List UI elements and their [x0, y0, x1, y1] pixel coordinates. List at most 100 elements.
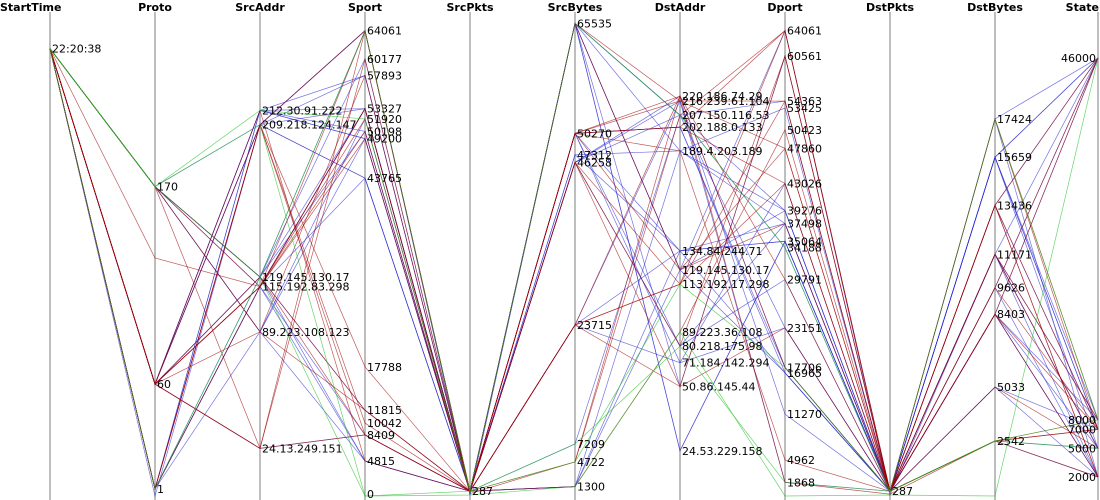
axis-title-srcbytes: SrcBytes — [548, 1, 603, 14]
tick-label-dstaddr: 50.86.145.44 — [682, 381, 755, 394]
tick-label-sport: 0 — [367, 488, 374, 500]
tick-label-dstbytes: 15659 — [997, 151, 1032, 164]
tick-label-srcbytes: 47312 — [577, 149, 612, 162]
tick-label-dstpkts: 287 — [892, 485, 913, 498]
flow-line-benign — [49, 23, 1099, 493]
flow-line-benign — [49, 22, 1099, 493]
polylines-layer — [49, 22, 1099, 498]
flow-line-benign — [49, 29, 1099, 493]
tick-label-dstaddr: 119.145.130.17 — [682, 264, 769, 277]
tick-label-sport: 64061 — [367, 25, 402, 38]
tick-label-dstbytes: 9626 — [997, 282, 1025, 295]
flow-line-malicious — [49, 48, 1099, 492]
flow-line-malicious — [49, 48, 1099, 495]
tick-label-dport: 4962 — [787, 454, 815, 467]
flow-line-benign — [49, 48, 1099, 493]
tick-label-dport: 23151 — [787, 322, 822, 335]
tick-label-dport: 37498 — [787, 218, 822, 231]
flow-line-malicious — [49, 48, 1099, 492]
tick-label-srcaddr: 209.218.124.147 — [262, 119, 356, 132]
tick-label-dport: 64061 — [787, 25, 822, 38]
flow-line-benign — [49, 22, 1099, 492]
flow-line-malicious — [49, 22, 1099, 493]
tick-label-sport: 10042 — [367, 417, 402, 430]
tick-label-sport: 50198 — [367, 125, 402, 138]
tick-label-dport: 29791 — [787, 274, 822, 287]
flow-line-malicious — [49, 30, 1099, 492]
flow-line-malicious — [49, 30, 1099, 493]
tick-label-sport: 51920 — [367, 113, 402, 126]
tick-label-dstbytes: 17424 — [997, 113, 1032, 126]
flow-line-benign — [49, 22, 1099, 492]
axis-title-sport: Sport — [348, 1, 382, 14]
flow-line-malicious — [49, 48, 1099, 493]
flow-line-other — [49, 48, 1099, 497]
tick-label-srcbytes: 7209 — [577, 438, 605, 451]
flow-line-benign — [49, 48, 1099, 493]
axes-layer — [49, 12, 1099, 500]
axis-title-dstaddr: DstAddr — [655, 1, 706, 14]
flow-line-benign — [49, 48, 1099, 493]
tick-label-dstaddr: 89.223.36.108 — [682, 326, 762, 339]
tick-label-sport: 53327 — [367, 103, 402, 116]
tick-label-sport: 43765 — [367, 172, 402, 185]
flow-line-malicious — [49, 48, 1099, 493]
axis-title-dstbytes: DstBytes — [967, 1, 1023, 14]
flow-line-other — [49, 48, 1099, 492]
tick-label-srcaddr: 24.13.249.151 — [262, 442, 342, 455]
tick-label-dport: 50423 — [787, 124, 822, 137]
axis-title-state: State — [1066, 1, 1099, 14]
flow-line-benign — [49, 48, 1099, 493]
tick-label-proto: 1 — [157, 483, 164, 496]
tick-label-dstbytes: 8403 — [997, 308, 1025, 321]
tick-label-srcaddr: 89.223.108.123 — [262, 326, 349, 339]
tick-label-srcbytes: 1300 — [577, 481, 605, 494]
tick-label-dstaddr: 216.239.61.104 — [682, 95, 769, 108]
tick-label-sport: 49200 — [367, 133, 402, 146]
tick-label-proto: 170 — [157, 181, 178, 194]
flow-line-benign — [49, 48, 1099, 493]
axis-titles-layer: StartTime Proto SrcAddr Sport SrcPkts SrcByte… — [0, 1, 1099, 14]
tick-label-srcbytes: 50270 — [577, 127, 612, 140]
tick-label-dstaddr: 220.186.74.29 — [682, 90, 762, 103]
tick-label-dport: 16965 — [787, 367, 822, 380]
flow-line-other — [49, 22, 1099, 497]
tick-label-srcbytes: 65535 — [577, 17, 612, 30]
tick-label-dstaddr: 134.84.244.71 — [682, 245, 762, 258]
tick-label-dstbytes: 13436 — [997, 199, 1032, 212]
tick-label-dport: 54363 — [787, 95, 822, 108]
tick-label-srcaddr: 115.192.83.298 — [262, 281, 349, 294]
axis-title-dstpkts: DstPkts — [866, 1, 915, 14]
flow-line-benign — [49, 48, 1099, 493]
flow-line-benign — [49, 23, 1099, 493]
flow-line-malicious — [49, 48, 1099, 492]
tick-label-dport: 17706 — [787, 361, 822, 374]
tick-label-srcaddr: 212.30.91.222 — [262, 104, 342, 117]
flow-line-malicious — [49, 29, 1099, 493]
axis-title-srcpkts: SrcPkts — [446, 1, 494, 14]
tick-label-dport: 1868 — [787, 476, 815, 489]
tick-label-dport: 53425 — [787, 102, 822, 115]
flow-line-benign — [49, 48, 1099, 493]
flow-line-malicious — [49, 30, 1099, 493]
tick-label-dstaddr: 80.218.175.98 — [682, 340, 762, 353]
tick-label-sport: 60177 — [367, 53, 402, 66]
flow-line-benign — [49, 23, 1099, 493]
tick-label-sport: 17788 — [367, 361, 402, 374]
flow-line-benign — [49, 48, 1099, 493]
flow-line-benign — [49, 48, 1099, 493]
tick-label-state: 5000 — [1068, 442, 1096, 455]
tick-label-sport: 8409 — [367, 429, 395, 442]
tick-label-state: 46000 — [1061, 52, 1096, 65]
tick-label-sport: 57893 — [367, 70, 402, 83]
tick-label-starttime: 22:20:38 — [52, 43, 101, 56]
tick-label-state: 8000 — [1068, 414, 1096, 427]
flow-line-benign — [49, 48, 1099, 493]
axis-title-proto: Proto — [138, 1, 172, 14]
tick-label-sport: 11815 — [367, 404, 402, 417]
flow-line-malicious — [49, 48, 1099, 493]
tick-label-dport: 34188 — [787, 242, 822, 255]
tick-label-dport: 39276 — [787, 205, 822, 218]
